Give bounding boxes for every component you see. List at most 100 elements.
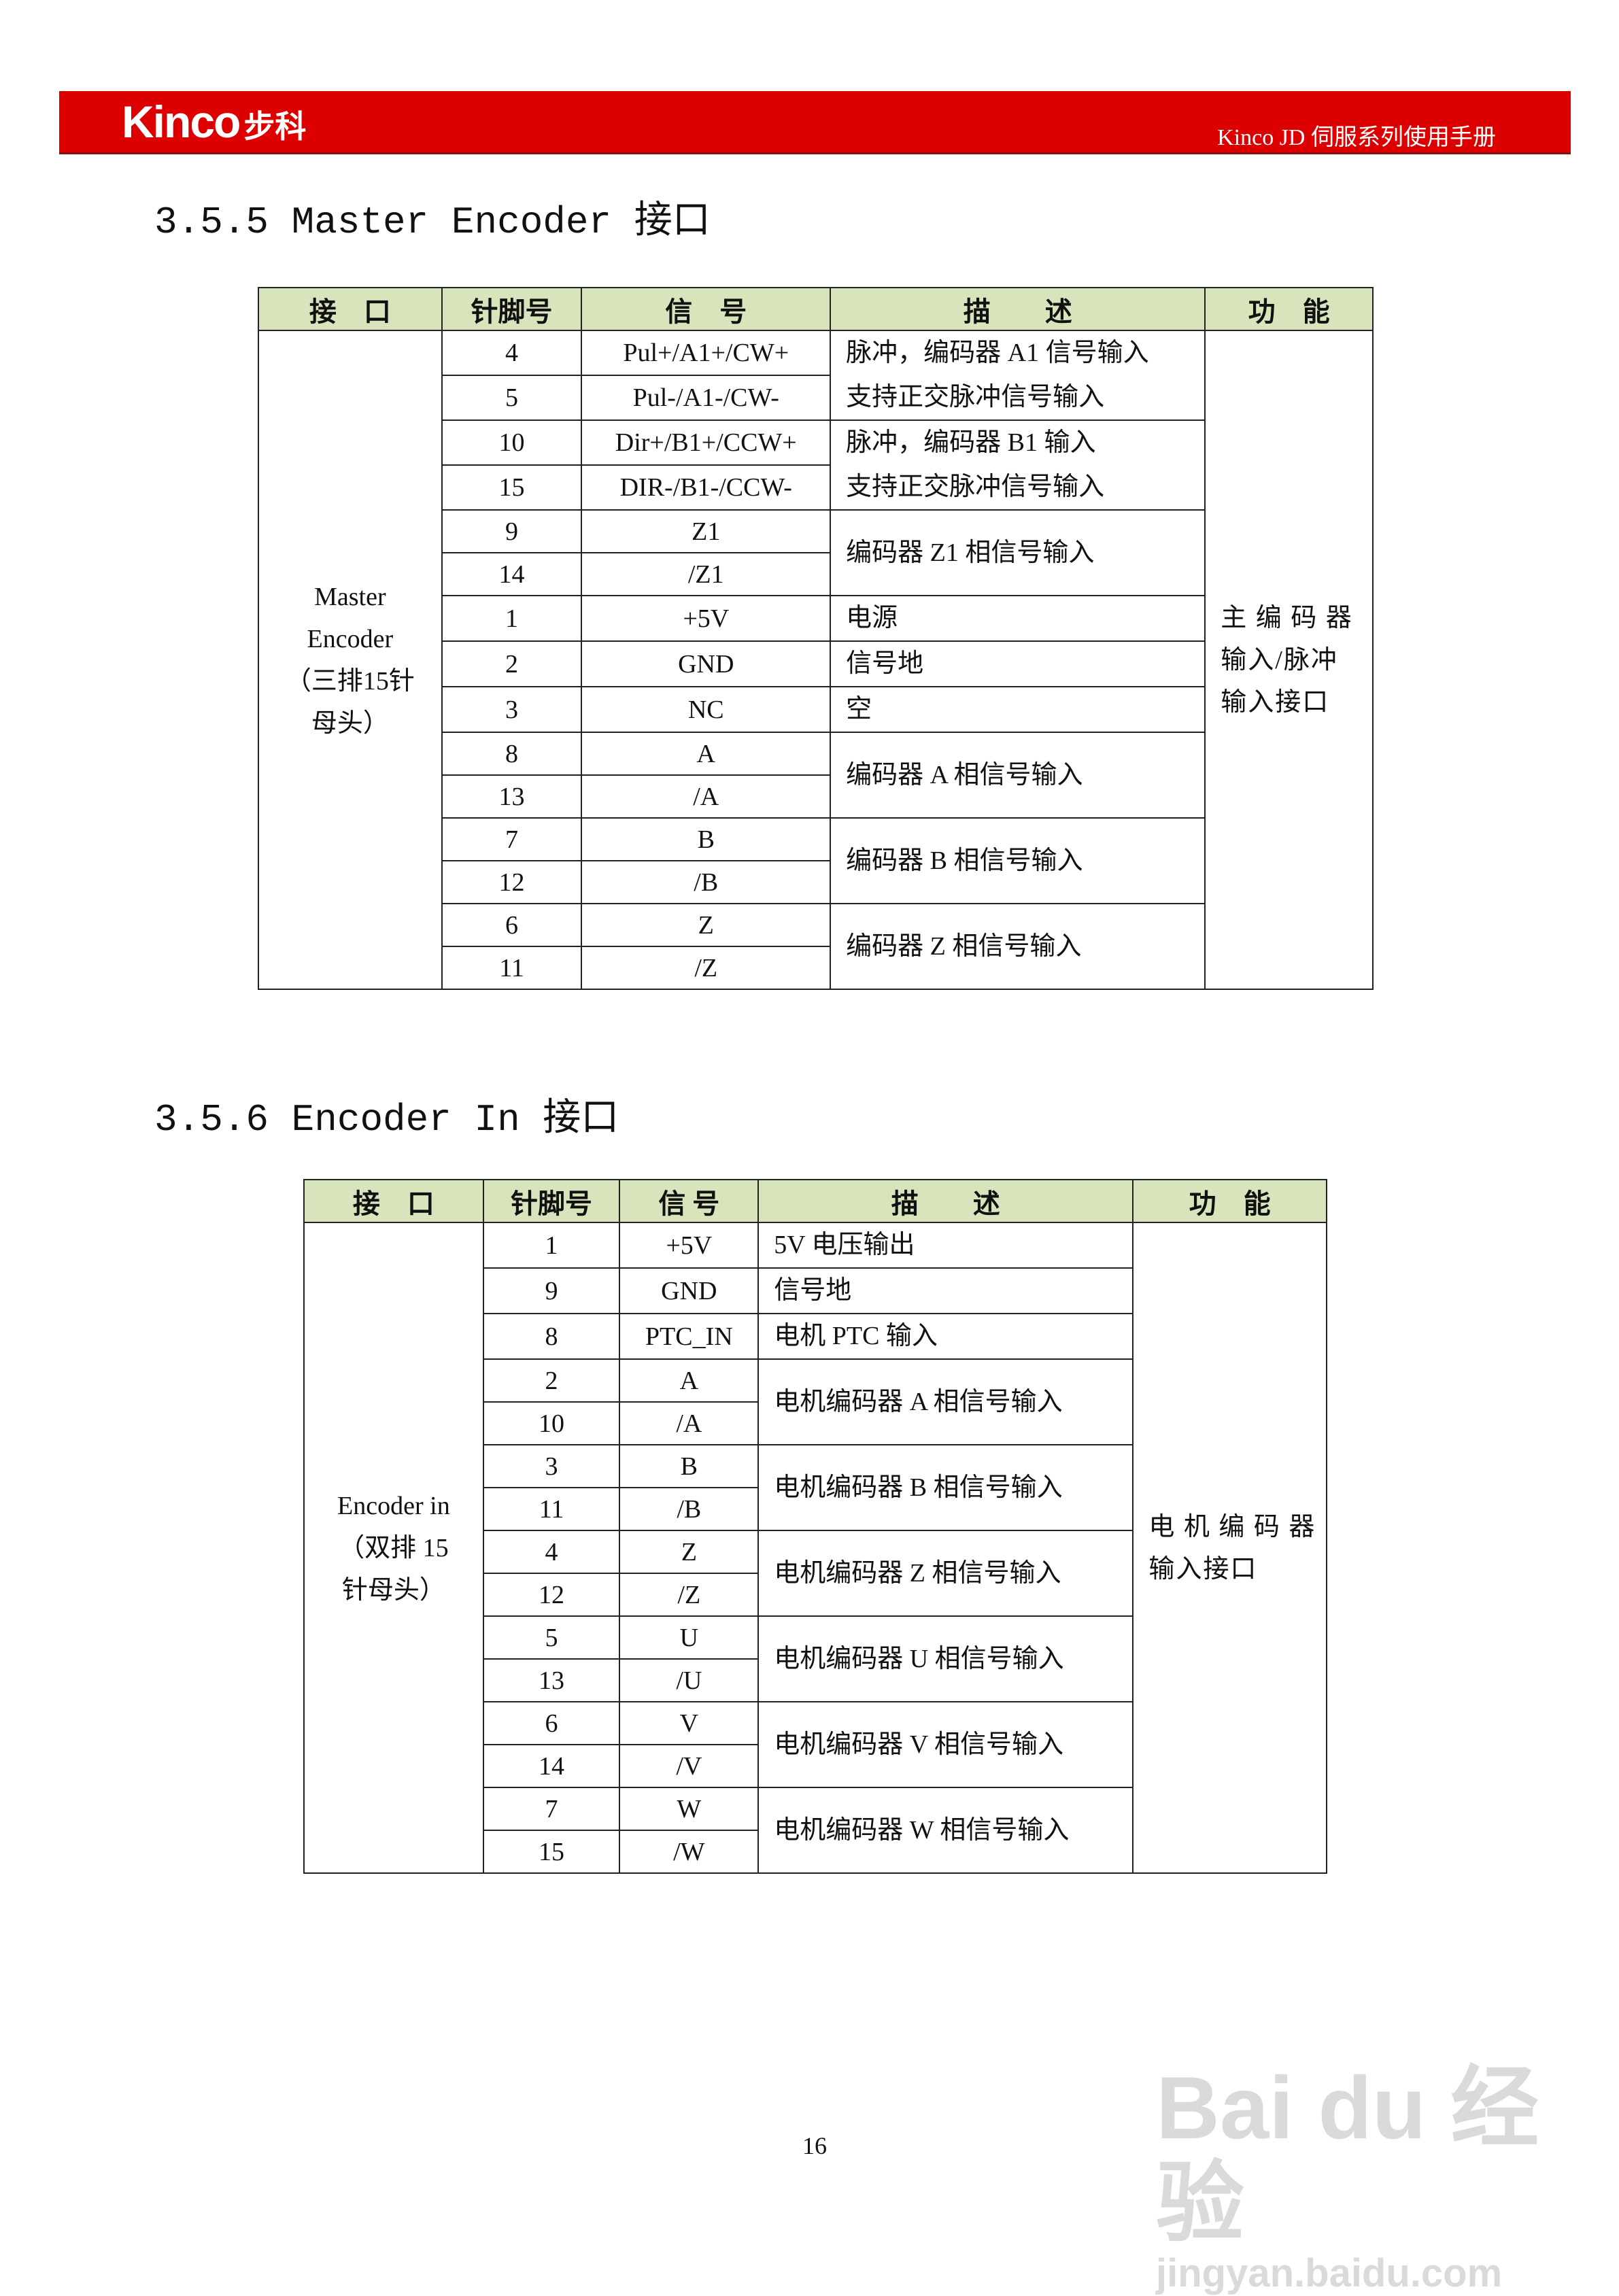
pin-cell: 1: [441, 595, 583, 642]
signal-cell: B: [619, 1444, 760, 1488]
interface-cell: Master Encoder （三排15针 母头）: [258, 330, 443, 990]
table-row: 12/Z: [304, 1573, 1327, 1617]
signal-cell: /W: [619, 1830, 760, 1874]
column-header: 信 号: [619, 1179, 760, 1223]
column-header: 描 述: [757, 1179, 1134, 1223]
page-number: 16: [802, 2132, 827, 2159]
table-row: 3 B 电机编码器 B 相信号输入: [304, 1444, 1327, 1531]
column-header: 功 能: [1204, 287, 1374, 331]
kinco-logo: Kinco 步科: [122, 97, 307, 147]
signal-cell: W: [619, 1787, 760, 1831]
description-cell: 电机编码器 A 相信号输入: [757, 1358, 1134, 1445]
table-row: Encoder in （双排 15 针母头） 1 +5V 5V 电压输出电 机 编 码…: [303, 1222, 1327, 1874]
description-cell: 编码器 A 相信号输入: [830, 732, 1206, 819]
function-cell: 电 机 编 码 器 输入接口: [1132, 1222, 1327, 1874]
signal-cell: A: [619, 1358, 760, 1403]
table-row: 6 V 电机编码器 V 相信号输入: [304, 1701, 1327, 1788]
description-cell: 编码器 Z1 相信号输入: [830, 509, 1206, 596]
description-cell: 电机 PTC 输入: [757, 1313, 1134, 1360]
pin-cell: 1: [482, 1222, 621, 1269]
table-row: 9 GND 信号地: [304, 1267, 1327, 1314]
column-header: 接 口: [303, 1179, 484, 1223]
signal-cell: +5V: [619, 1222, 760, 1269]
pin-cell: 7: [441, 817, 583, 861]
signal-cell: U: [619, 1615, 760, 1660]
description-cell: 电源: [830, 595, 1206, 642]
pin-cell: 12: [441, 860, 583, 904]
table-row: 13/U: [304, 1658, 1327, 1702]
table-row: 8 A 编码器 A 相信号输入: [258, 732, 1373, 819]
pin-cell: 13: [482, 1658, 621, 1702]
pin-cell: 11: [441, 946, 583, 990]
column-header: 针脚号: [482, 1179, 621, 1223]
table-row: 7 B 编码器 B 相信号输入: [258, 817, 1373, 904]
column-header: 信 号: [581, 287, 832, 331]
description-cell: 电机编码器 V 相信号输入: [757, 1701, 1134, 1788]
pin-cell: 7: [482, 1787, 621, 1831]
signal-cell: PTC_IN: [619, 1313, 760, 1360]
column-header: 接 口: [258, 287, 443, 331]
header-row: 接 口针脚号信 号描 述功 能: [258, 287, 1374, 331]
table-row: 5 U 电机编码器 U 相信号输入: [304, 1615, 1327, 1702]
signal-cell: /B: [619, 1487, 760, 1531]
table-row: Master Encoder （三排15针 母头） 4 Pul+/A1+/CW+ 脉冲…: [258, 330, 1374, 990]
description-cell: 编码器 B 相信号输入: [830, 817, 1206, 904]
encoder-in-table: 接 口针脚号信 号描 述功 能 Encoder in （双排 15 针母头） 1 +5…: [303, 1179, 1327, 1874]
table-row: 11/Z: [258, 946, 1373, 990]
function-cell: 主 编 码 器 输入/脉冲 输入接口: [1204, 330, 1374, 990]
signal-cell: V: [619, 1701, 760, 1745]
pin-cell: 4: [441, 330, 583, 376]
description-cell: 信号地: [757, 1267, 1134, 1314]
pin-cell: 15: [441, 464, 583, 511]
master-encoder-table: 接 口针脚号信 号描 述功 能 Master Encoder （三排15针 母头）…: [258, 287, 1374, 990]
signal-cell: Z1: [581, 509, 832, 553]
description-cell: 电机编码器 U 相信号输入: [757, 1615, 1134, 1702]
interface-cell: Encoder in （双排 15 针母头）: [303, 1222, 484, 1874]
pin-cell: 9: [441, 509, 583, 553]
pin-cell: 5: [482, 1615, 621, 1660]
description-cell: 空: [830, 686, 1206, 733]
pin-cell: 14: [482, 1744, 621, 1788]
header-row: 接 口针脚号信 号描 述功 能: [303, 1179, 1327, 1223]
signal-cell: Dir+/B1+/CCW+: [581, 419, 832, 466]
pin-cell: 4: [482, 1530, 621, 1574]
table-row: 2 A 电机编码器 A 相信号输入: [304, 1358, 1327, 1445]
description-cell: 5V 电压输出: [757, 1222, 1134, 1269]
signal-cell: GND: [581, 640, 832, 687]
table-row: 11/B: [304, 1487, 1327, 1531]
table-row: 3 NC 空: [258, 686, 1373, 733]
pin-cell: 10: [482, 1401, 621, 1445]
signal-cell: GND: [619, 1267, 760, 1314]
pin-cell: 2: [482, 1358, 621, 1403]
description-cell: 电机编码器 Z 相信号输入: [757, 1530, 1134, 1617]
signal-cell: /Z1: [581, 552, 832, 596]
pin-cell: 3: [482, 1444, 621, 1488]
description-cell: 信号地: [830, 640, 1206, 687]
signal-cell: +5V: [581, 595, 832, 642]
description-cell: 脉冲，编码器 A1 信号输入 支持正交脉冲信号输入: [830, 330, 1206, 421]
description-cell: 脉冲，编码器 B1 输入 支持正交脉冲信号输入: [830, 419, 1206, 511]
description-cell: 电机编码器 W 相信号输入: [757, 1787, 1134, 1874]
signal-cell: Z: [619, 1530, 760, 1574]
table-row: 1 +5V 电源: [258, 595, 1373, 642]
signal-cell: Pul+/A1+/CW+: [581, 330, 832, 376]
pin-cell: 12: [482, 1573, 621, 1617]
table-row: 14/Z1: [258, 552, 1373, 596]
signal-cell: /Z: [619, 1573, 760, 1617]
table-row: 14/V: [304, 1744, 1327, 1788]
column-header: 功 能: [1132, 1179, 1327, 1223]
table-row: 9 Z1 编码器 Z1 相信号输入: [258, 509, 1373, 596]
header-bar: Kinco 步科 Kinco JD 伺服系列使用手册: [59, 91, 1571, 154]
column-header: 描 述: [830, 287, 1206, 331]
table-row: 10 Dir+/B1+/CCW+ 脉冲，编码器 B1 输入 支持正交脉冲信号输入: [258, 419, 1373, 511]
signal-cell: Z: [581, 903, 832, 947]
section-title-encoder-in: 3.5.6 Encoder In 接口: [154, 1098, 619, 1142]
signal-cell: /A: [619, 1401, 760, 1445]
signal-cell: /A: [581, 774, 832, 819]
table-row: 15/W: [304, 1830, 1327, 1874]
table-row: 8 PTC_IN 电机 PTC 输入: [304, 1313, 1327, 1360]
signal-cell: /V: [619, 1744, 760, 1788]
pin-cell: 9: [482, 1267, 621, 1314]
pin-cell: 5: [441, 375, 583, 421]
signal-cell: /B: [581, 860, 832, 904]
